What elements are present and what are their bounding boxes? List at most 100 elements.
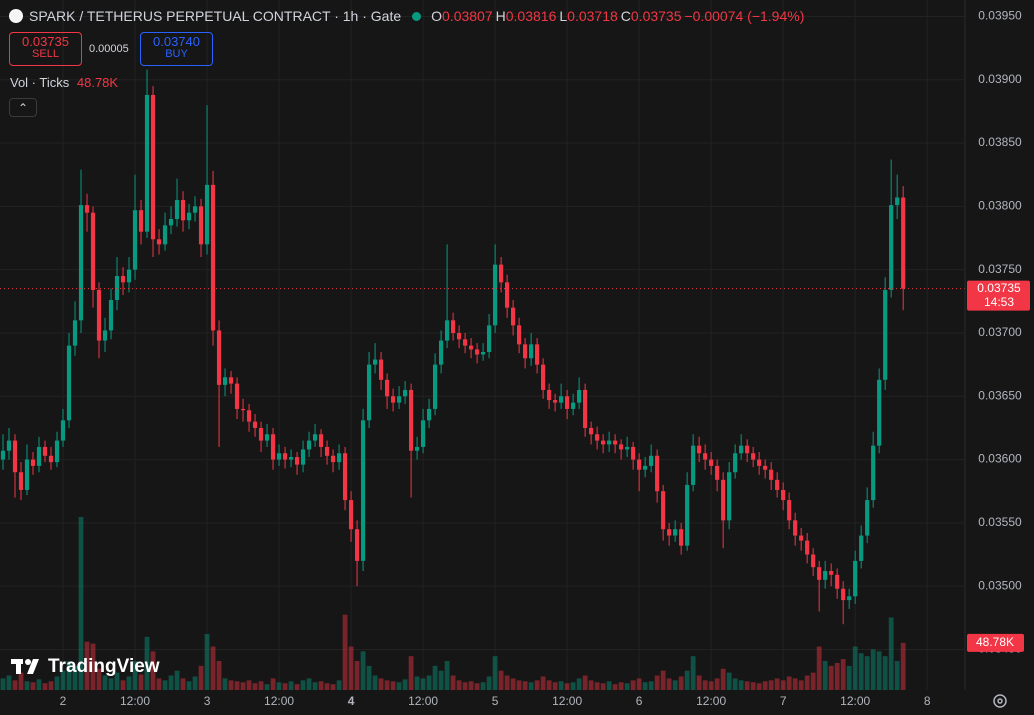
volume-bar: [222, 678, 228, 690]
volume-bar: [240, 682, 246, 690]
volume-bar: [402, 679, 408, 690]
volume-bar: [852, 646, 858, 690]
candle-body: [745, 445, 750, 454]
volume-bar: [594, 682, 600, 690]
collapse-button[interactable]: ⌃: [9, 98, 37, 117]
candle-body: [679, 529, 684, 546]
volume-bar: [348, 646, 354, 690]
candle-body: [336, 453, 342, 463]
volume-bar: [300, 680, 306, 690]
candle-body: [420, 420, 426, 447]
candle-body: [342, 453, 348, 501]
volume-bar: [546, 680, 552, 690]
candle-body: [613, 440, 618, 445]
volume-bar: [462, 682, 468, 690]
candle-body: [871, 445, 876, 501]
buy-price: 0.03740: [153, 34, 200, 49]
candle-body: [691, 445, 696, 485]
candle-body: [390, 396, 396, 403]
sell-button[interactable]: 0.03735 SELL: [9, 32, 82, 66]
o-value: 0.03807: [442, 8, 493, 24]
volume-bar: [12, 680, 18, 690]
x-tick-label: 8: [924, 694, 931, 708]
candle-body: [66, 345, 72, 421]
volume-bar: [696, 675, 702, 690]
volume-bar: [432, 665, 438, 690]
candle-body: [763, 465, 768, 470]
volume-bar: [0, 678, 6, 690]
candle-body: [426, 408, 432, 421]
volume-bar: [510, 678, 516, 690]
y-tick-label: 0.03650: [978, 388, 1022, 402]
candle-body: [607, 440, 612, 445]
x-tick-label: 12:00: [552, 694, 582, 708]
candle-body: [511, 307, 516, 326]
candle-body: [667, 529, 672, 536]
candle-body: [318, 434, 324, 447]
volume-bar: [792, 678, 798, 690]
candle-body: [78, 205, 84, 321]
symbol-title: SPARK / TETHERUS PERPETUAL CONTRACT · 1h…: [29, 8, 402, 24]
candle-body: [174, 200, 180, 220]
y-tick-label: 0.03800: [978, 199, 1022, 213]
x-tick-label: 12:00: [840, 694, 870, 708]
candle-body: [480, 351, 486, 355]
volume-bar: [528, 682, 534, 690]
candle-body: [84, 205, 90, 213]
volume-bar: [48, 681, 54, 690]
volume-legend-title: Vol · Ticks: [10, 75, 70, 90]
volume-bar: [798, 680, 804, 690]
volume-bar: [132, 661, 138, 690]
volume-bar: [786, 676, 792, 690]
volume-bar: [504, 675, 510, 690]
candle-body: [198, 206, 204, 245]
volume-bar: [738, 680, 744, 690]
volume-bar: [420, 678, 426, 690]
volume-bar: [624, 683, 630, 690]
candle-body: [619, 444, 624, 450]
candle-body: [204, 184, 210, 245]
candle-body: [853, 560, 858, 597]
candle-body: [673, 529, 678, 536]
volume-bar: [444, 661, 450, 690]
volume-bar: [228, 680, 234, 690]
candle-body: [499, 264, 504, 283]
volume-bar: [6, 675, 12, 690]
candle-body: [330, 455, 336, 463]
candle-body: [6, 440, 12, 451]
volume-bar: [894, 661, 900, 690]
volume-bar: [390, 681, 396, 690]
volume-bar: [810, 672, 816, 690]
x-tick-label: 5: [492, 694, 499, 708]
volume-bar: [288, 681, 294, 690]
volume-bar: [600, 683, 606, 690]
c-label: C: [620, 8, 631, 24]
volume-bar: [450, 675, 456, 690]
x-tick-label: 2: [60, 694, 67, 708]
volume-bar: [870, 649, 876, 690]
candle-body: [414, 446, 420, 451]
volume-bar: [552, 682, 558, 690]
volume-bar: [90, 643, 96, 690]
volume-bar: [186, 681, 192, 690]
volume-bar: [756, 683, 762, 690]
volume-bar: [372, 675, 378, 690]
volume-bar: [270, 678, 276, 690]
settings-icon[interactable]: [993, 694, 1007, 708]
volume-bar: [558, 681, 564, 690]
volume-bar: [684, 670, 690, 690]
volume-bar: [384, 680, 390, 690]
volume-bar: [498, 670, 504, 690]
volume-bar: [324, 683, 330, 690]
volume-bar: [258, 681, 264, 690]
buy-button[interactable]: 0.03740 BUY: [140, 32, 213, 66]
volume-bar: [414, 676, 420, 690]
h-label: H: [495, 8, 506, 24]
x-tick-label: 6: [636, 694, 643, 708]
candle-body: [775, 479, 780, 490]
volume-bar: [126, 676, 132, 690]
candle-body: [168, 219, 174, 226]
candle-body: [757, 459, 762, 466]
candle-body: [0, 450, 6, 460]
